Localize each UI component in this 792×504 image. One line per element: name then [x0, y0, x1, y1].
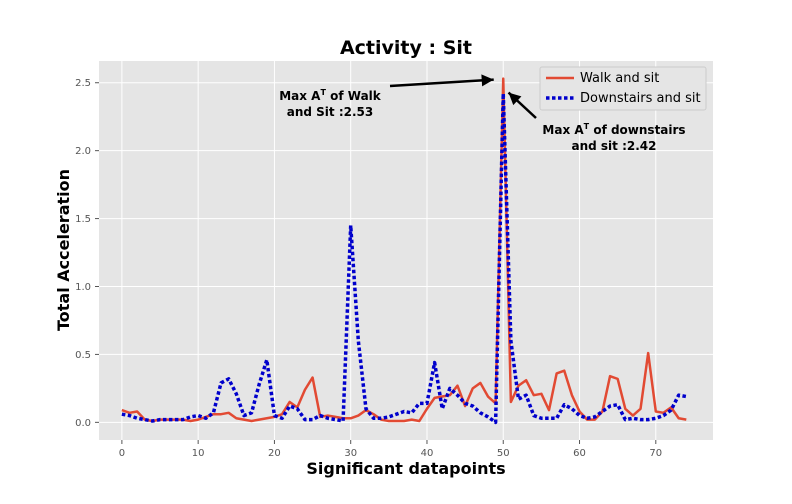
y-tick-label: 0.5	[75, 350, 91, 361]
annotation-arrows	[389, 74, 537, 119]
legend-box	[539, 66, 707, 111]
plot-background	[99, 61, 713, 440]
series-line-downstairs	[121, 91, 687, 425]
y-tick-label: 1.5	[75, 214, 91, 225]
y-tick-label: 0.0	[75, 418, 91, 429]
annotation-down-line2: and sit :2.42	[572, 139, 657, 153]
arrow-walk-head	[481, 74, 494, 87]
annotation-walk-line2: and Sit :2.53	[287, 105, 373, 119]
legend: Walk and sit Downstairs and sit	[539, 66, 707, 111]
x-tick-label: 70	[649, 448, 662, 459]
x-tick-label: 50	[497, 448, 510, 459]
series-line-walk	[121, 77, 687, 423]
annotation-walk-line1: Max AT of Walk	[279, 88, 382, 103]
annotation-down-line1: Max AT of downstairs	[542, 122, 685, 137]
chart-title: Activity : Sit	[340, 37, 472, 59]
y-tick-label: 2.0	[75, 146, 91, 157]
x-tick-label: 30	[344, 448, 357, 459]
x-axis-title: Significant datapoints	[306, 459, 505, 478]
x-tick-label: 0	[119, 448, 125, 459]
legend-label-walk: Walk and sit	[580, 71, 659, 86]
x-tick-label: 40	[421, 448, 434, 459]
x-tick-label: 20	[268, 448, 281, 459]
x-tick-label: 10	[192, 448, 205, 459]
arrow-downstairs-head	[508, 92, 522, 106]
arrow-walk-shaft	[389, 78, 494, 88]
x-tick-label: 60	[573, 448, 586, 459]
series-lines	[121, 77, 687, 425]
x-ticks: 0 10 20 30 40 50 60 70	[119, 440, 662, 459]
y-axis-title: Total Acceleration	[54, 169, 73, 331]
y-tick-label: 1.0	[75, 282, 91, 293]
legend-label-downstairs: Downstairs and sit	[580, 91, 701, 106]
y-ticks: 0.0 0.5 1.0 1.5 2.0 2.5	[75, 78, 99, 429]
y-tick-label: 2.5	[75, 78, 91, 89]
